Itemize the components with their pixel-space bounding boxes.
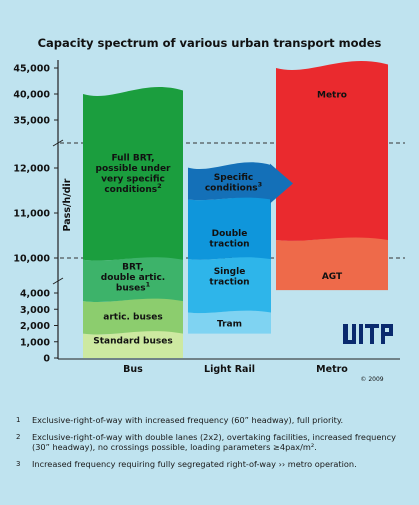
band-label: Double — [212, 229, 248, 239]
x-category-label: Metro — [316, 364, 348, 375]
footnotes: 1 Exclusive-right-of-way with increased … — [16, 415, 408, 475]
chart-title: Capacity spectrum of various urban trans… — [37, 36, 382, 50]
footnote-mark: 3 — [16, 459, 21, 468]
y-tick-label: 11,000 — [13, 209, 50, 220]
band-label: traction — [209, 277, 249, 287]
axis-break-mark — [52, 139, 64, 147]
footnote-3: 3 Increased frequency requiring fully se… — [16, 459, 408, 470]
band-label: buses1 — [116, 281, 151, 294]
band-tram — [188, 310, 271, 334]
band-label: possible under — [96, 164, 172, 174]
x-category-label: Light Rail — [204, 364, 255, 375]
band-artic-buses — [83, 297, 183, 335]
band-label: conditions3 — [205, 180, 262, 193]
band-full-brt-possible-under-very-specific-conditions — [83, 86, 183, 261]
x-category-label: Bus — [123, 364, 143, 375]
band-label: artic. buses — [103, 312, 162, 322]
uitp-logo — [343, 324, 393, 344]
band-label: AGT — [322, 272, 343, 282]
band-standard-buses — [83, 330, 183, 358]
y-tick-label: 4,000 — [20, 289, 50, 300]
y-axis-label: Pass/h/dir — [62, 178, 73, 231]
y-tick-label: 2,000 — [20, 321, 50, 332]
band-specific-conditions — [188, 162, 271, 201]
band-brt-double-artic-buses — [83, 256, 183, 303]
band-label: traction — [209, 240, 249, 250]
footnote-2: 2 Exclusive-right-of-way with double lan… — [16, 432, 408, 453]
band-single-traction — [188, 256, 271, 314]
logo-shape — [343, 324, 348, 344]
footnote-1: 1 Exclusive-right-of-way with increased … — [16, 415, 408, 426]
footnote-text: Increased frequency requiring fully segr… — [32, 458, 357, 469]
logo-shape — [352, 324, 356, 344]
footnote-text: Exclusive-right-of-way with increased fr… — [32, 415, 344, 425]
band-label: double artic. — [101, 273, 165, 283]
band-label: BRT, — [122, 263, 144, 273]
band-label: Standard buses — [93, 337, 172, 347]
footnote-ref: 3 — [258, 180, 263, 188]
copyright-text: © 2009 — [360, 376, 383, 383]
logo-shape — [389, 324, 393, 336]
y-tick-label: 12,000 — [13, 164, 50, 175]
y-tick-label: 35,000 — [13, 116, 50, 127]
logo-shape — [381, 324, 393, 328]
band-label: Full BRT, — [111, 153, 154, 163]
band-label: Single — [214, 267, 246, 277]
footnote-ref: 2 — [157, 182, 162, 190]
band-label: Specific — [214, 173, 253, 183]
band-label: Metro — [317, 91, 347, 101]
logo-shape — [381, 332, 393, 336]
band-agt — [276, 236, 388, 291]
logo-shape — [343, 340, 356, 344]
band-label: Tram — [217, 320, 242, 330]
y-tick-label: 40,000 — [13, 90, 50, 101]
y-tick-label: 1,000 — [20, 337, 50, 348]
footnote-mark: 1 — [16, 416, 21, 424]
band-label: very specific — [101, 174, 165, 184]
y-tick-label: 10,000 — [13, 254, 50, 265]
footnote-ref: 1 — [146, 281, 151, 289]
logo-shape — [370, 324, 374, 344]
band-metro — [276, 60, 388, 241]
axis-break-mark — [52, 277, 64, 285]
band-double-traction — [188, 197, 271, 260]
y-tick-label: 3,000 — [20, 305, 50, 316]
specific-conditions-arrow — [270, 163, 293, 204]
logo-shape — [359, 324, 363, 344]
band-label: conditions2 — [104, 182, 161, 195]
footnote-text: Exclusive-right-of-way with double lanes… — [32, 431, 396, 453]
footnote-mark: 2 — [16, 432, 21, 441]
y-tick-label: 45,000 — [13, 64, 50, 75]
y-tick-label: 0 — [43, 354, 50, 365]
